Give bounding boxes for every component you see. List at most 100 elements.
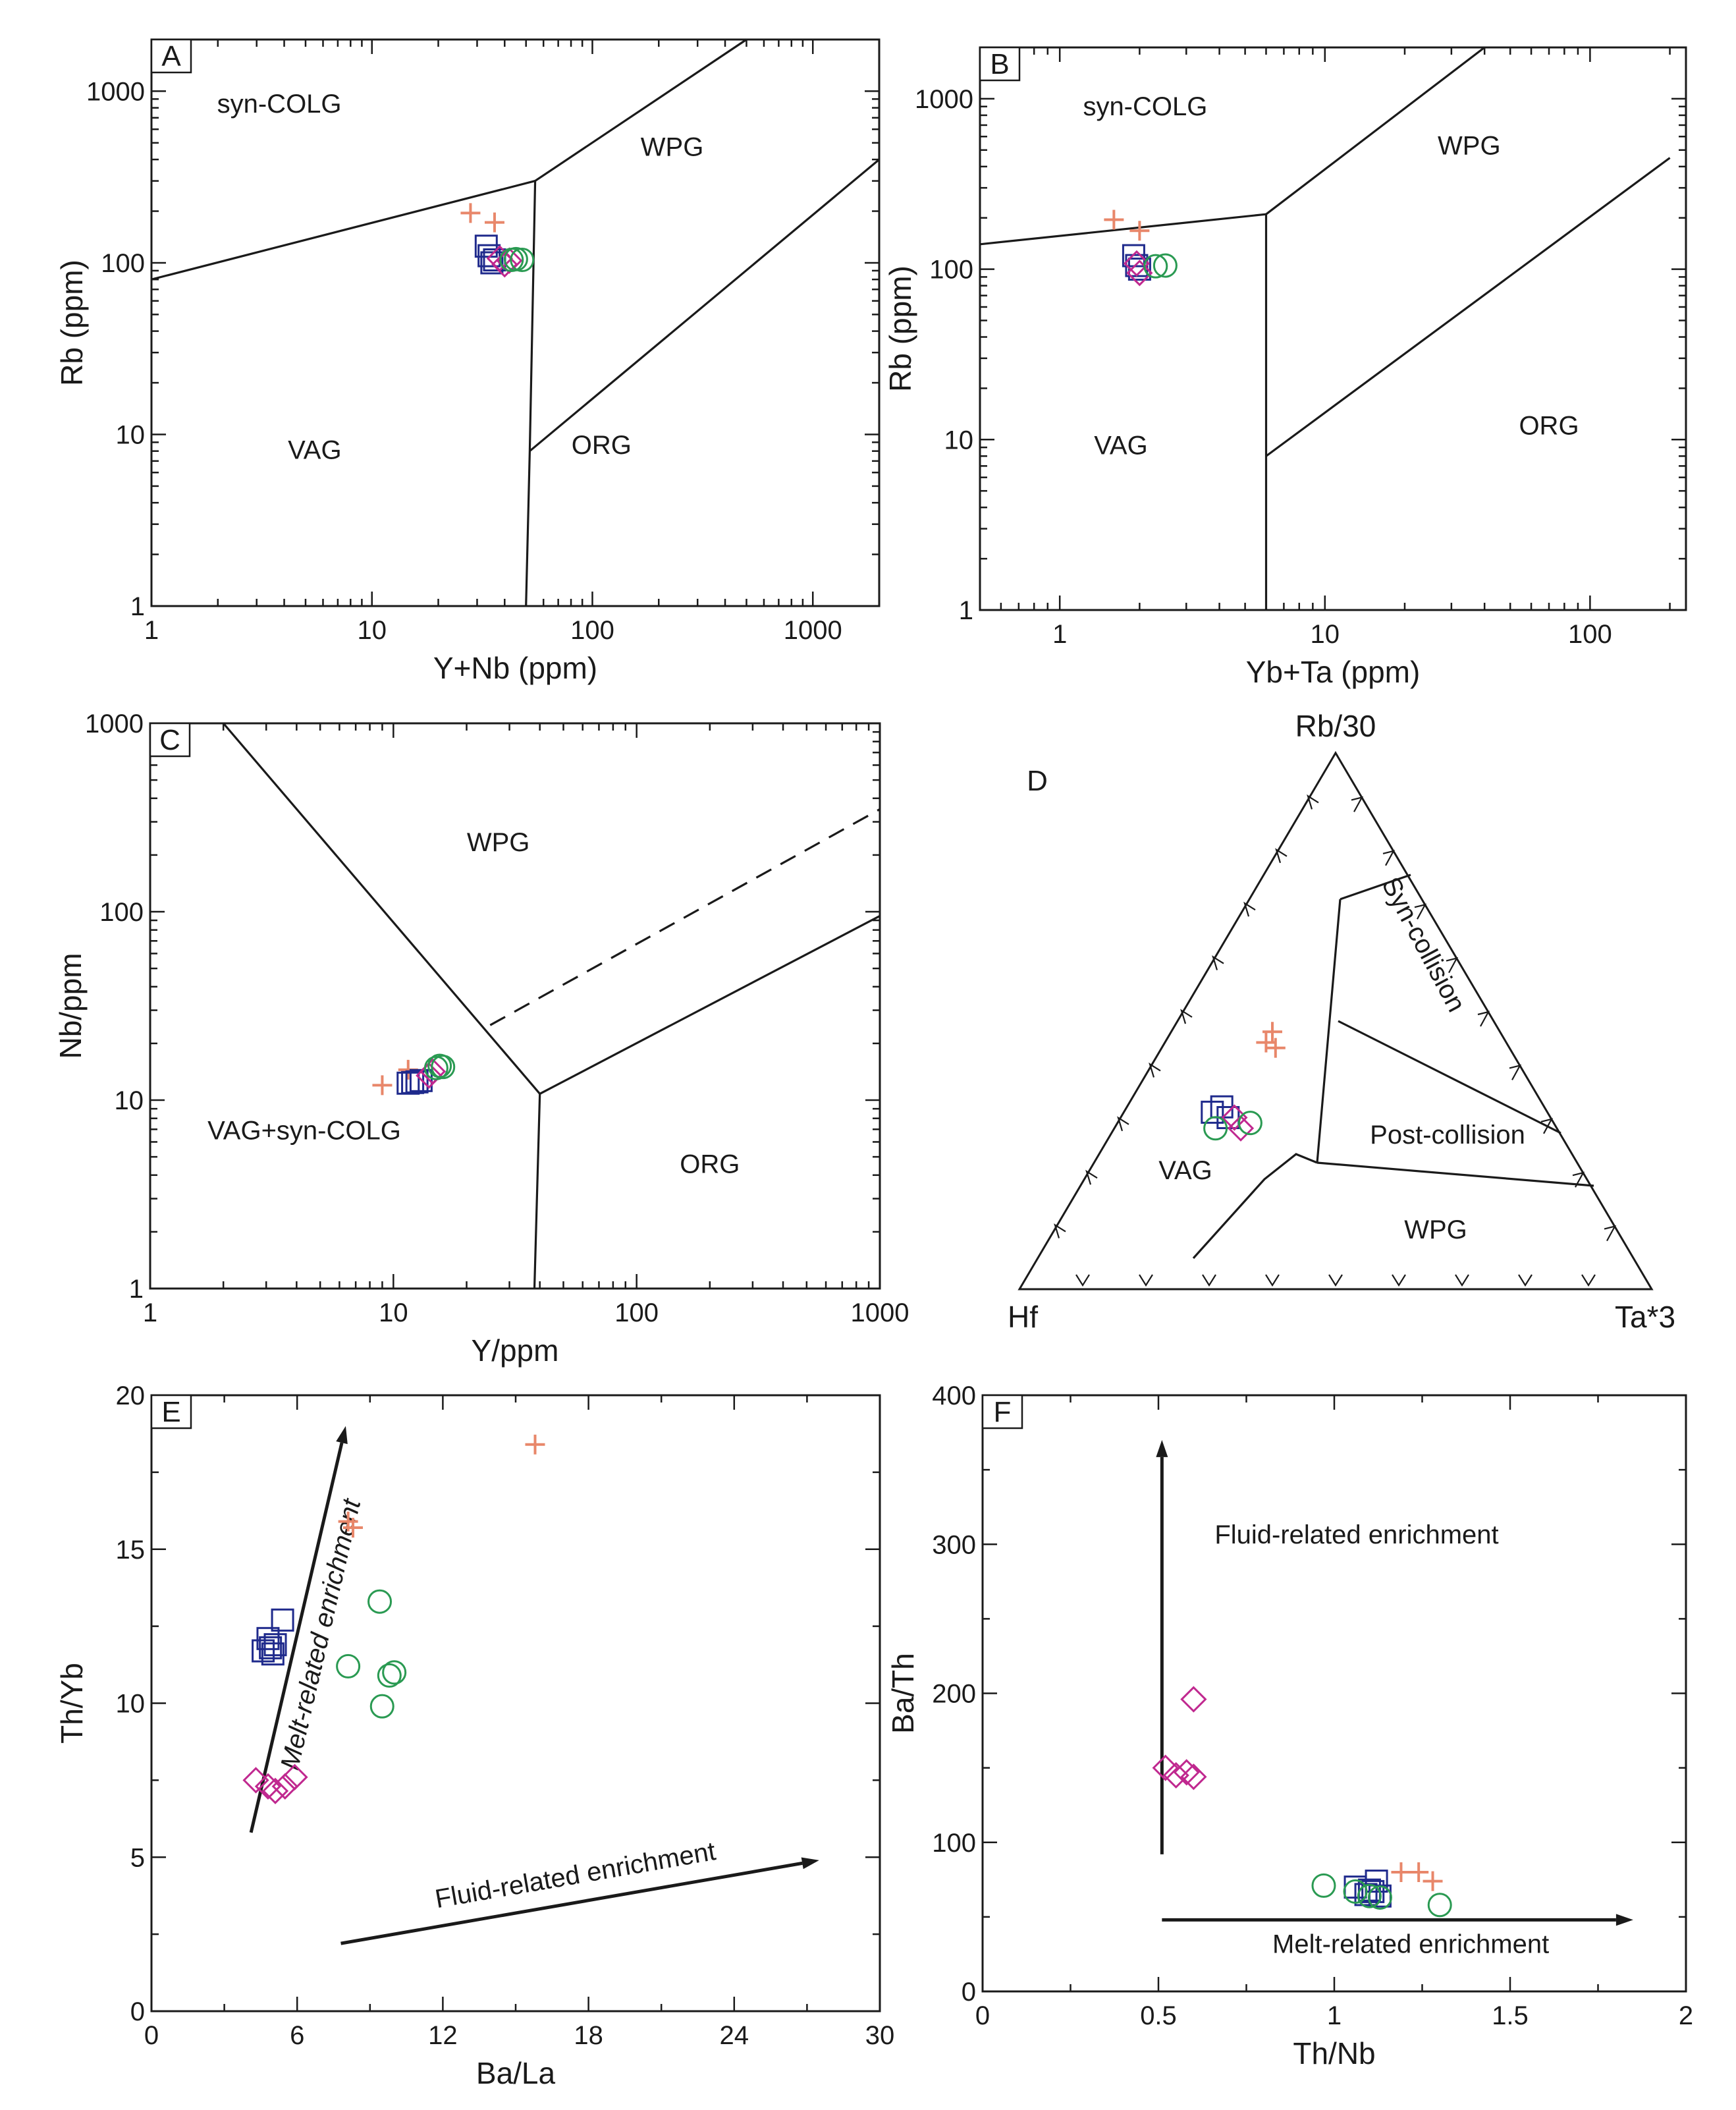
series-cross bbox=[460, 203, 504, 233]
y-tick-label: 1 bbox=[130, 592, 145, 621]
x-tick-label: 18 bbox=[574, 2021, 603, 2050]
panel-d: Rb/30 Hf Ta*3 D VAG Syn-collision Post-collisi… bbox=[1008, 709, 1675, 1334]
data-point-diamond bbox=[486, 245, 513, 272]
panel-letter: B bbox=[979, 46, 1021, 82]
series-circle bbox=[1143, 253, 1178, 279]
y-tick-label: 300 bbox=[932, 1530, 976, 1559]
y-tick-label: 0 bbox=[130, 1997, 145, 2026]
x-axis-label: Ba/La bbox=[476, 2056, 556, 2090]
data-point-circle bbox=[336, 1653, 361, 1679]
data-point-cross bbox=[1391, 1862, 1411, 1882]
data-point-square bbox=[256, 1626, 280, 1650]
y-axis-label: Ba/Th bbox=[886, 1653, 920, 1734]
data-point-square bbox=[259, 1636, 283, 1659]
plot-frame bbox=[979, 46, 1687, 611]
data-point-circle bbox=[1343, 1879, 1368, 1904]
ternary-tick-right bbox=[1382, 850, 1396, 866]
data-point-cross bbox=[342, 1518, 363, 1538]
data-point-cross bbox=[1104, 209, 1124, 230]
panel-letter-box bbox=[150, 1394, 192, 1430]
x-tick-label: 0 bbox=[144, 2021, 159, 2050]
x-axis-label: Y+Nb (ppm) bbox=[433, 651, 597, 685]
ternary-tick-left bbox=[1054, 1223, 1066, 1238]
dashed-boundary-line bbox=[489, 808, 881, 1026]
y-tick-label: 10 bbox=[116, 1690, 146, 1719]
data-point-diamond bbox=[1162, 1762, 1189, 1789]
panel-letter: F bbox=[981, 1394, 1023, 1430]
data-point-circle bbox=[1367, 1885, 1392, 1910]
y-tick-label: 10 bbox=[944, 426, 974, 455]
ternary-tick-bottom bbox=[1392, 1274, 1406, 1287]
ternary-tick-right bbox=[1572, 1171, 1585, 1188]
panel-letter-box bbox=[979, 46, 1021, 82]
data-point-diamond bbox=[1180, 1686, 1207, 1713]
data-point-square bbox=[401, 1070, 425, 1094]
boundary-line bbox=[1192, 1153, 1318, 1260]
panel-letter-box bbox=[149, 722, 191, 758]
data-point-cross bbox=[1129, 221, 1150, 241]
trend-arrow-head bbox=[1615, 1914, 1633, 1926]
series-diamond bbox=[1123, 250, 1153, 287]
x-tick-label: 100 bbox=[614, 1298, 659, 1327]
data-point-square bbox=[263, 1633, 287, 1657]
trend-arrow-head bbox=[801, 1857, 819, 1870]
trend-arrow-head bbox=[1156, 1439, 1168, 1457]
data-point-square bbox=[261, 1642, 285, 1666]
boundary-line bbox=[222, 722, 541, 1095]
boundary-line bbox=[1338, 1020, 1561, 1134]
ternary-tick-bottom bbox=[1075, 1274, 1090, 1287]
boundary-line bbox=[1340, 874, 1411, 901]
axis-ticks bbox=[981, 1394, 1687, 1993]
panel-letter: E bbox=[150, 1394, 192, 1430]
y-tick-label: 100 bbox=[99, 898, 144, 927]
x-tick-label: 1 bbox=[1052, 620, 1067, 649]
y-axis-label: Nb/ppm bbox=[53, 953, 88, 1059]
panel-letter-text: F bbox=[994, 1396, 1012, 1428]
data-point-diamond bbox=[1221, 1104, 1248, 1131]
ternary-vertex-left: Hf bbox=[1008, 1300, 1038, 1334]
data-point-circle bbox=[510, 248, 535, 273]
region-label: VAG+syn-COLG bbox=[207, 1116, 401, 1145]
ternary-tick-right bbox=[1509, 1064, 1522, 1080]
boundary-line bbox=[1316, 899, 1342, 1163]
x-tick-label: 1 bbox=[143, 1298, 157, 1327]
boundary-line bbox=[529, 158, 881, 452]
region-label: Post-collision bbox=[1370, 1121, 1525, 1150]
series-circle bbox=[423, 1053, 456, 1080]
boundary-line bbox=[979, 213, 1266, 246]
data-point-circle bbox=[1311, 1873, 1336, 1898]
data-point-cross bbox=[525, 1434, 545, 1455]
y-tick-label: 1 bbox=[959, 596, 973, 625]
y-tick-label: 100 bbox=[101, 249, 145, 278]
region-label: WPG bbox=[1404, 1215, 1467, 1244]
data-point-square bbox=[477, 244, 501, 267]
ternary-tick-left bbox=[1275, 848, 1288, 864]
annotation-label: Melt-related enrichment bbox=[1272, 1930, 1549, 1958]
data-point-square bbox=[405, 1070, 429, 1094]
axis-ticks bbox=[150, 1394, 881, 2013]
data-point-square bbox=[271, 1608, 294, 1632]
axis-ticks bbox=[149, 722, 881, 1290]
y-tick-label: 0 bbox=[962, 1978, 976, 2007]
trend-arrow bbox=[1156, 1439, 1168, 1854]
data-point-diamond bbox=[1123, 250, 1151, 277]
y-tick-label: 1000 bbox=[86, 77, 145, 106]
data-point-circle bbox=[1153, 253, 1178, 278]
ternary-tick-left bbox=[1243, 901, 1256, 917]
series-square bbox=[252, 1608, 294, 1666]
x-tick-label: 1.5 bbox=[1492, 2001, 1529, 2030]
axis-ticks bbox=[979, 46, 1686, 611]
trend-arrow bbox=[340, 1857, 819, 1945]
ternary-tick-bottom bbox=[1581, 1274, 1596, 1287]
series-circle bbox=[336, 1589, 407, 1719]
data-point-circle bbox=[423, 1055, 448, 1080]
series-diamond bbox=[242, 1763, 308, 1804]
region-label: Syn-collision bbox=[1376, 872, 1471, 1016]
ternary-tick-right bbox=[1604, 1225, 1617, 1242]
x-tick-label: 1000 bbox=[784, 616, 842, 645]
region-label: WPG bbox=[1438, 132, 1501, 161]
region-label: WPG bbox=[467, 828, 530, 857]
ternary-tick-bottom bbox=[1202, 1274, 1216, 1287]
y-tick-label: 20 bbox=[116, 1381, 146, 1410]
